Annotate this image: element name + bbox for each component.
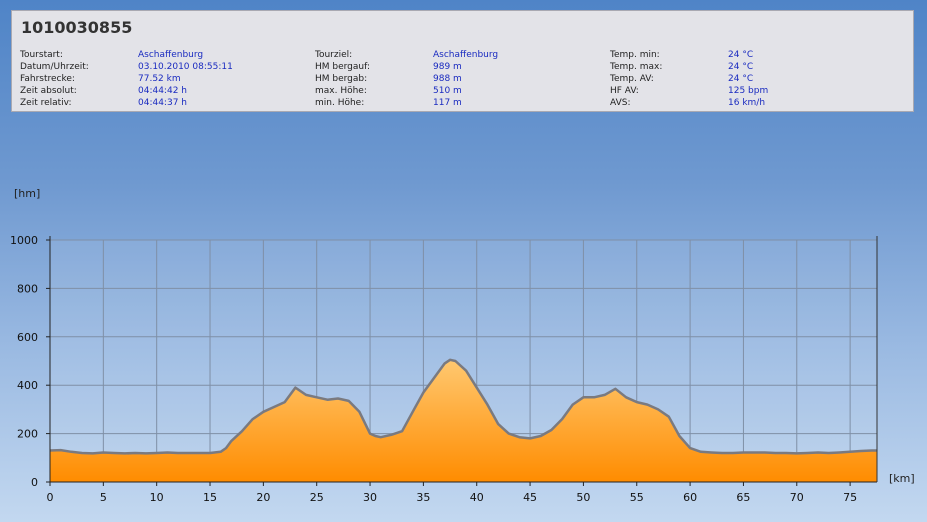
info-value: 988 m — [433, 74, 462, 84]
x-tick-label: 10 — [150, 491, 164, 504]
info-value: 16 km/h — [728, 98, 766, 108]
x-tick-label: 20 — [256, 491, 270, 504]
x-tick-label: 15 — [203, 491, 217, 504]
info-value: 04:44:42 h — [138, 86, 187, 96]
y-tick-label: 400 — [17, 379, 38, 392]
info-row: Temp. max: 24 °C — [610, 61, 753, 73]
y-tick-label: 200 — [17, 428, 38, 441]
info-label: Temp. min: — [610, 50, 660, 60]
info-row: HM bergauf: 989 m — [315, 61, 462, 73]
info-value: 03.10.2010 08:55:11 — [138, 62, 233, 72]
info-row: HF AV: 125 bpm — [610, 85, 768, 97]
info-label: min. Höhe: — [315, 98, 365, 108]
info-row: Tourstart: Aschaffenburg — [20, 49, 203, 61]
x-tick-label: 5 — [100, 491, 107, 504]
info-label: Datum/Uhrzeit: — [20, 62, 89, 72]
info-row: Tourziel: Aschaffenburg — [315, 49, 498, 61]
info-value: 989 m — [433, 62, 462, 72]
chart-axes — [46, 236, 878, 486]
info-label: Temp. AV: — [610, 74, 654, 84]
x-tick-label: 55 — [630, 491, 644, 504]
info-label: Zeit absolut: — [20, 86, 77, 96]
info-row: Zeit relativ: 04:44:37 h — [20, 97, 187, 109]
info-value: Aschaffenburg — [433, 50, 499, 60]
info-label: HM bergauf: — [315, 62, 370, 72]
info-value: 04:44:37 h — [138, 98, 187, 108]
info-value: 125 bpm — [728, 86, 769, 96]
info-row: AVS: 16 km/h — [610, 97, 765, 109]
info-value: 77.52 km — [138, 74, 181, 84]
info-label: HM bergab: — [315, 74, 368, 84]
info-label: Tourstart: — [20, 50, 63, 60]
info-value: 117 m — [433, 98, 462, 108]
x-tick-label: 45 — [523, 491, 537, 504]
x-tick-label: 35 — [416, 491, 430, 504]
info-row: HM bergab: 988 m — [315, 73, 462, 85]
info-row: Zeit absolut: 04:44:42 h — [20, 85, 187, 97]
elevation-area — [50, 359, 877, 482]
x-axis-label: [km] — [889, 472, 915, 485]
info-label: Zeit relativ: — [20, 98, 72, 108]
y-axis-label: [hm] — [14, 187, 40, 200]
x-tick-label: 30 — [363, 491, 377, 504]
info-value: Aschaffenburg — [138, 50, 204, 60]
y-tick-label: 600 — [17, 331, 38, 344]
info-value: 510 m — [433, 86, 462, 96]
x-tick-label: 40 — [470, 491, 484, 504]
info-row: Datum/Uhrzeit: 03.10.2010 08:55:11 — [20, 61, 233, 73]
x-tick-label: 50 — [576, 491, 590, 504]
info-value: 24 °C — [728, 62, 754, 72]
info-label: AVS: — [610, 98, 631, 108]
x-tick-label: 75 — [843, 491, 857, 504]
x-tick-label: 65 — [736, 491, 750, 504]
info-row: Fahrstrecke: 77.52 km — [20, 73, 181, 85]
info-row: Temp. AV: 24 °C — [610, 73, 753, 85]
info-label: Temp. max: — [610, 62, 663, 72]
info-row: max. Höhe: 510 m — [315, 85, 462, 97]
info-column-elevation: Tourziel: Aschaffenburg HM bergauf: 989 m HM… — [315, 49, 498, 109]
tour-title: 1010030855 — [21, 18, 133, 37]
info-label: Fahrstrecke: — [20, 74, 75, 84]
y-tick-label: 1000 — [10, 234, 38, 247]
x-tick-label: 0 — [47, 491, 54, 504]
info-label: Tourziel: — [315, 50, 353, 60]
chart-grid — [49, 239, 877, 483]
info-column-start: Tourstart: Aschaffenburg Datum/Uhrzeit: 03.… — [20, 49, 233, 109]
tour-info-panel: 1010030855 Tourstart: Aschaffenburg Datum/… — [11, 10, 914, 112]
x-tick-label: 60 — [683, 491, 697, 504]
info-value: 24 °C — [728, 74, 754, 84]
info-label: max. Höhe: — [315, 86, 367, 96]
y-tick-label: 800 — [17, 282, 38, 295]
y-tick-label: 0 — [31, 476, 38, 489]
info-row: min. Höhe: 117 m — [315, 97, 462, 109]
info-column-temperature: Temp. min: 24 °C Temp. max: 24 °C Temp. AV: 2… — [610, 49, 768, 109]
elevation-line — [49, 358, 877, 455]
info-label: HF AV: — [610, 86, 639, 96]
info-value: 24 °C — [728, 50, 754, 60]
info-row: Temp. min: 24 °C — [610, 49, 753, 61]
x-tick-label: 25 — [310, 491, 324, 504]
x-tick-label: 70 — [790, 491, 804, 504]
